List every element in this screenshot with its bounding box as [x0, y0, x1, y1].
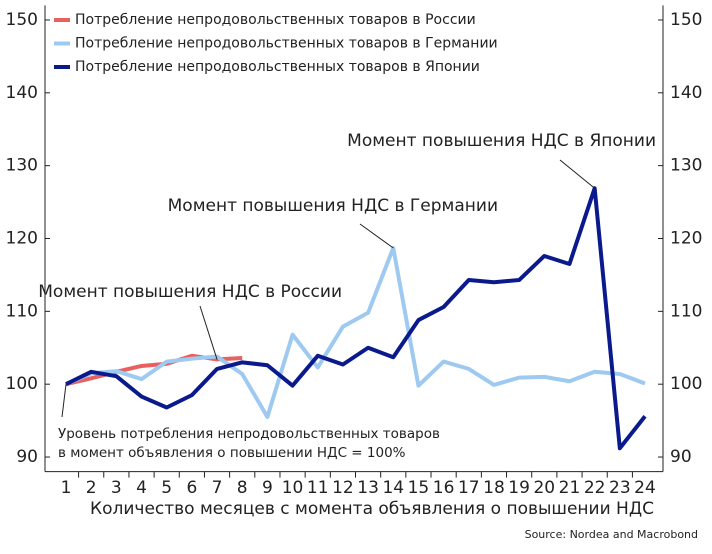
y2-tick-label: 140 — [670, 83, 702, 103]
x-tick-label: 16 — [433, 478, 455, 498]
x-tick-label: 11 — [307, 478, 329, 498]
series-line — [65, 245, 646, 419]
legend-label: Потребление непродовольственных товаров … — [75, 12, 476, 28]
x-tick-label: 9 — [262, 478, 273, 498]
x-tick-label: 3 — [111, 478, 122, 498]
y2-tick-label: 90 — [670, 447, 692, 467]
annotation-arrow — [359, 223, 394, 249]
x-tick-label: 7 — [212, 478, 223, 498]
x-tick-label: 20 — [533, 478, 555, 498]
note-arrow — [61, 384, 67, 418]
x-tick-label: 5 — [161, 478, 172, 498]
x-tick-label: 8 — [237, 478, 248, 498]
x-tick-label: 15 — [408, 478, 430, 498]
annotation: Момент повышения НДС в Германии — [168, 196, 498, 216]
x-tick-label: 21 — [559, 478, 581, 498]
x-tick-label: 18 — [483, 478, 505, 498]
y2-tick-label: 130 — [670, 156, 702, 176]
x-tick-label: 6 — [186, 478, 197, 498]
y2-tick-label: 110 — [670, 301, 702, 321]
annotation: Момент повышения НДС в Японии — [347, 131, 656, 151]
x-tick-label: 23 — [609, 478, 631, 498]
legend-label: Потребление непродовольственных товаров … — [75, 59, 480, 75]
y-tick-label: 90 — [16, 447, 38, 467]
annotation-arrow — [559, 159, 595, 189]
x-tick-label: 19 — [508, 478, 530, 498]
note: в момент объявления о повышении НДС = 10… — [58, 445, 406, 461]
x-tick-label: 14 — [382, 478, 404, 498]
x-axis-label: Количество месяцев с момента объявления … — [90, 499, 654, 519]
x-tick-label: 17 — [458, 478, 480, 498]
annotation-arrow — [199, 305, 218, 360]
source: Source: Nordea and Macrobond — [525, 528, 698, 541]
series-line — [65, 186, 647, 451]
y-tick-label: 100 — [6, 374, 38, 394]
y-tick-label: 130 — [6, 156, 38, 176]
x-tick-label: 22 — [584, 478, 606, 498]
y2-tick-label: 100 — [670, 374, 702, 394]
note: Уровень потребления непродовольственных … — [58, 426, 440, 442]
y2-tick-label: 150 — [670, 10, 702, 30]
x-tick-label: 4 — [136, 478, 147, 498]
x-tick-label: 2 — [86, 478, 97, 498]
legend-label: Потребление непродовольственных товаров … — [75, 36, 498, 52]
y-tick-label: 150 — [6, 10, 38, 30]
y-tick-label: 110 — [6, 301, 38, 321]
x-tick-label: 13 — [357, 478, 379, 498]
y2-tick-label: 120 — [670, 229, 702, 249]
x-tick-label: 12 — [332, 478, 354, 498]
x-tick-label: 1 — [61, 478, 72, 498]
y-tick-label: 140 — [6, 83, 38, 103]
annotation: Момент повышения НДС в России — [38, 282, 342, 302]
y-tick-label: 120 — [6, 229, 38, 249]
x-tick-label: 24 — [634, 478, 656, 498]
x-tick-label: 10 — [282, 478, 304, 498]
